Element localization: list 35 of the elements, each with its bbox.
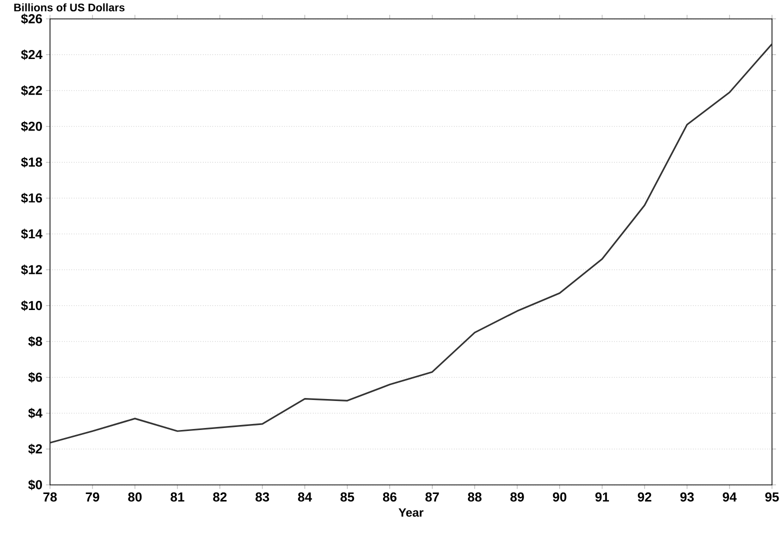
x-tick-label: 84 xyxy=(298,492,312,502)
x-tick-label: 78 xyxy=(43,492,57,502)
x-tick-label: 82 xyxy=(213,492,227,502)
x-tick-label: 81 xyxy=(170,492,184,502)
x-tick-label: 94 xyxy=(722,492,737,502)
y-axis-title: Billions of US Dollars xyxy=(14,3,125,12)
x-tick-label: 85 xyxy=(340,492,354,502)
y-tick-label: $22 xyxy=(21,85,42,96)
y-tick-label: $8 xyxy=(28,336,42,347)
y-tick-label: $20 xyxy=(21,121,42,132)
x-tick-label: 90 xyxy=(552,492,566,502)
y-tick-label: $0 xyxy=(28,480,42,490)
line-series xyxy=(49,43,773,444)
x-tick-label: 87 xyxy=(425,492,439,502)
x-tick-label: 95 xyxy=(765,492,779,502)
y-tick-label: $2 xyxy=(28,444,42,454)
x-axis-title: Year xyxy=(398,508,424,517)
x-tick-label: 83 xyxy=(256,492,270,502)
x-tick-label: 91 xyxy=(595,492,609,502)
y-tick-label: $12 xyxy=(21,264,42,276)
x-tick-label: 92 xyxy=(638,492,652,502)
y-tick-label: $4 xyxy=(28,408,42,419)
x-tick-label: 88 xyxy=(468,492,482,502)
y-tick-label: $10 xyxy=(21,300,42,312)
x-tick-label: 79 xyxy=(86,492,100,502)
x-tick-label: 86 xyxy=(382,492,396,502)
y-tick-label: $16 xyxy=(21,192,42,204)
y-tick-label: $14 xyxy=(21,228,42,240)
y-tick-label: $6 xyxy=(28,372,42,383)
x-tick-label: 93 xyxy=(680,492,694,502)
x-tick-label: 89 xyxy=(510,492,524,502)
y-tick-label: $24 xyxy=(21,50,42,60)
y-tick-label: $26 xyxy=(21,14,42,24)
y-tick-label: $18 xyxy=(21,157,42,168)
x-tick-label: 80 xyxy=(128,492,142,502)
